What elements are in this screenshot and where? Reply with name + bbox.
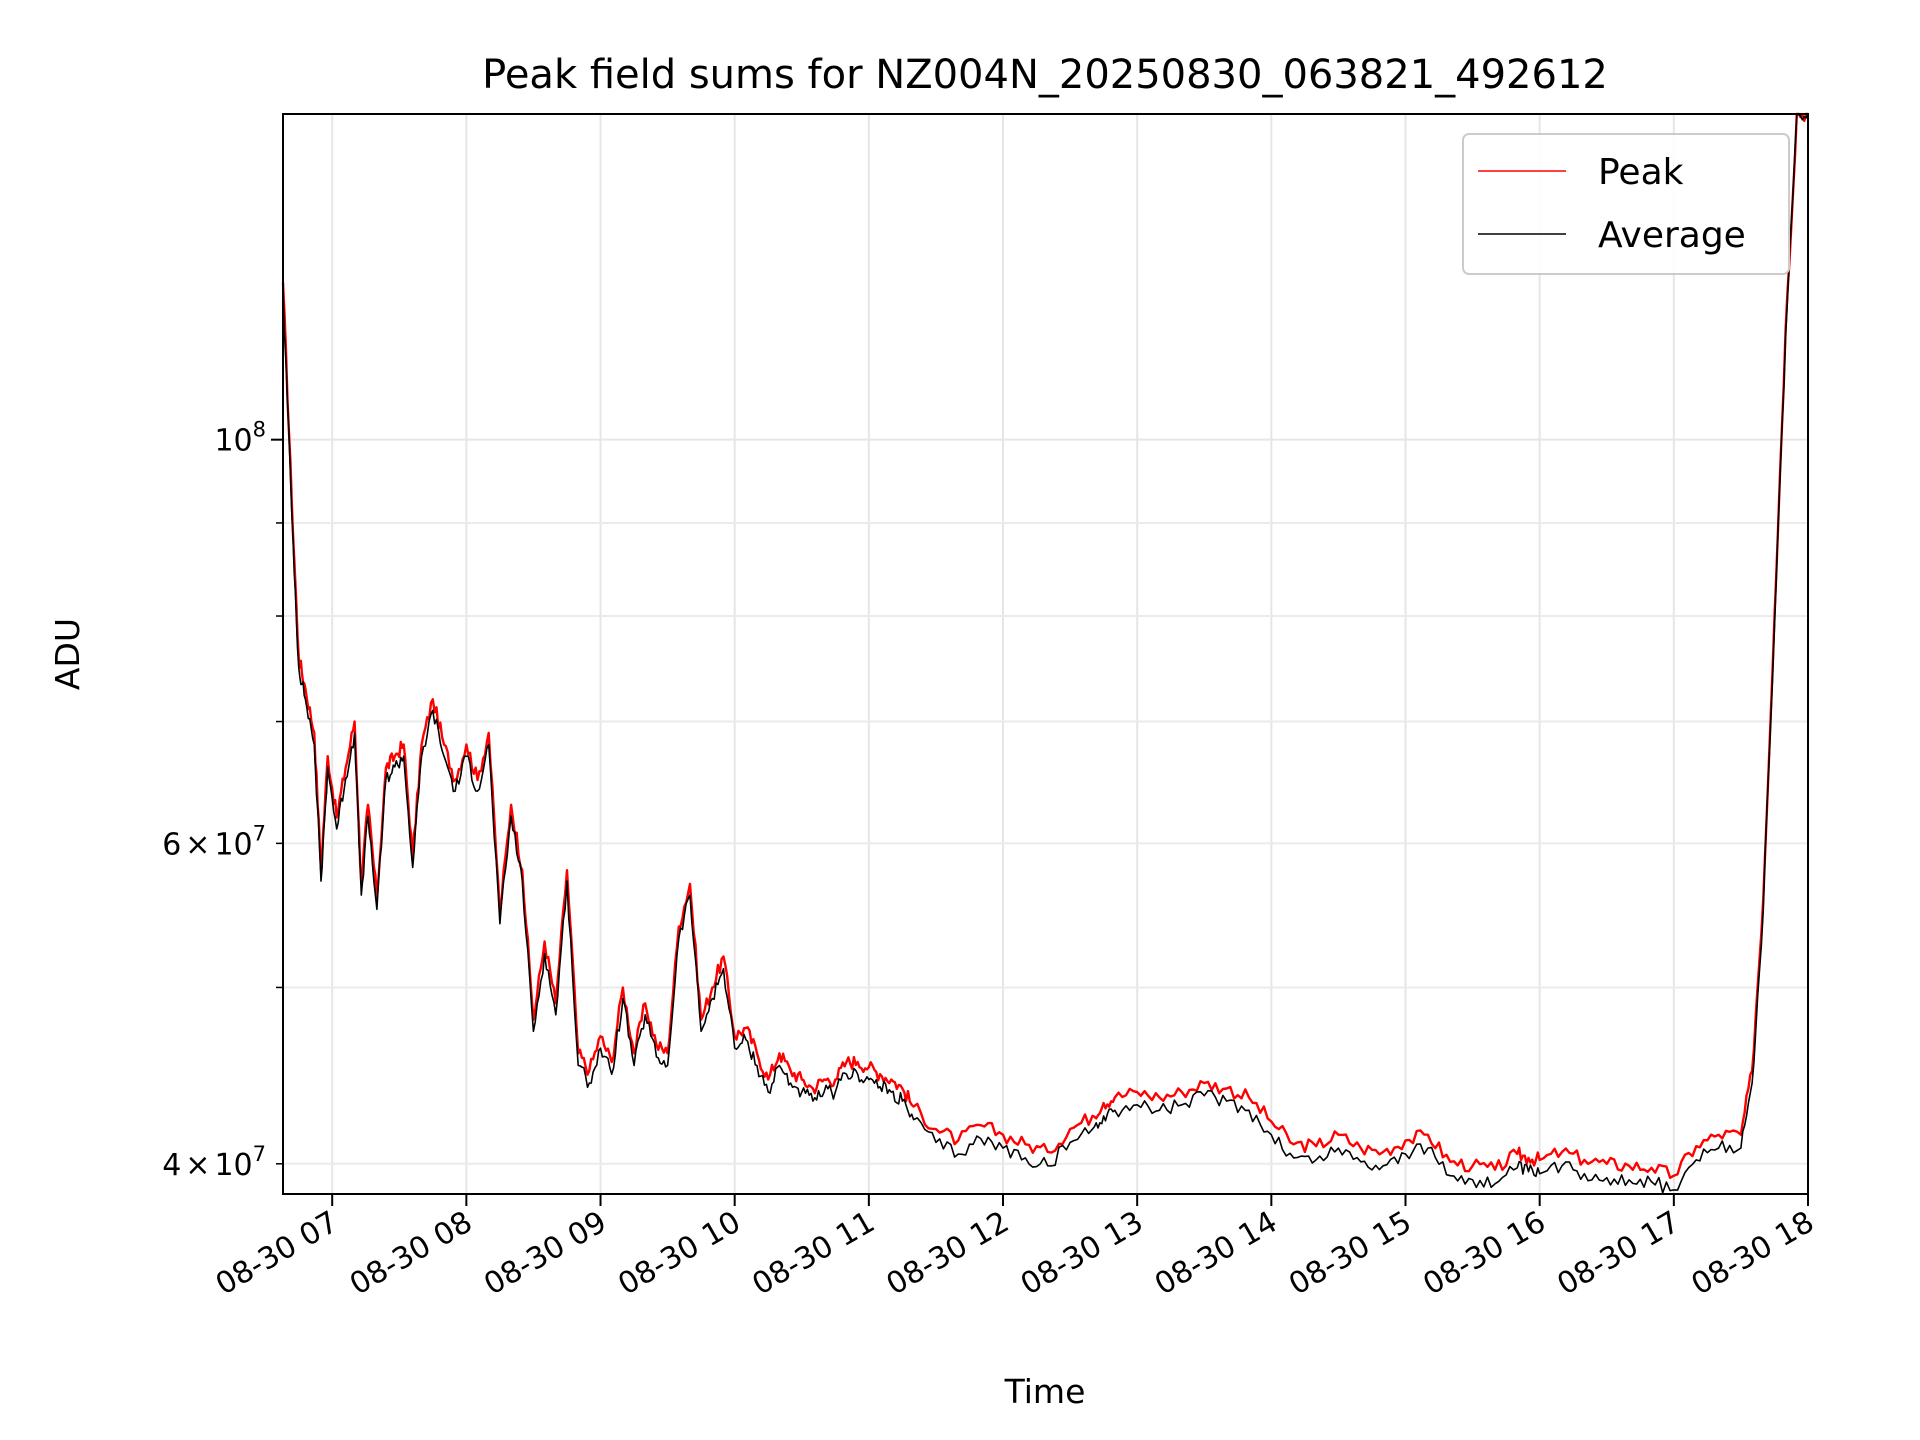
grid-layer bbox=[283, 114, 1809, 1194]
series-layer bbox=[281, 112, 1809, 1194]
y-tick-label: 108 bbox=[214, 418, 266, 459]
y-axis-title: ADU bbox=[48, 618, 87, 690]
y-tick-label: 4 × 107 bbox=[162, 1142, 266, 1183]
series-line-average bbox=[282, 113, 1809, 1194]
legend-label-average: Average bbox=[1598, 215, 1746, 256]
legend: Peak Average bbox=[1462, 133, 1790, 275]
legend-label-peak: Peak bbox=[1598, 152, 1684, 193]
legend-box bbox=[1462, 133, 1790, 275]
chart-title: Peak field sums for NZ004N_20250830_0638… bbox=[482, 52, 1608, 98]
x-axis-title: Time bbox=[1004, 1372, 1086, 1411]
y-tick-label: 6 × 107 bbox=[162, 821, 266, 862]
plot-frame bbox=[282, 113, 1809, 1195]
